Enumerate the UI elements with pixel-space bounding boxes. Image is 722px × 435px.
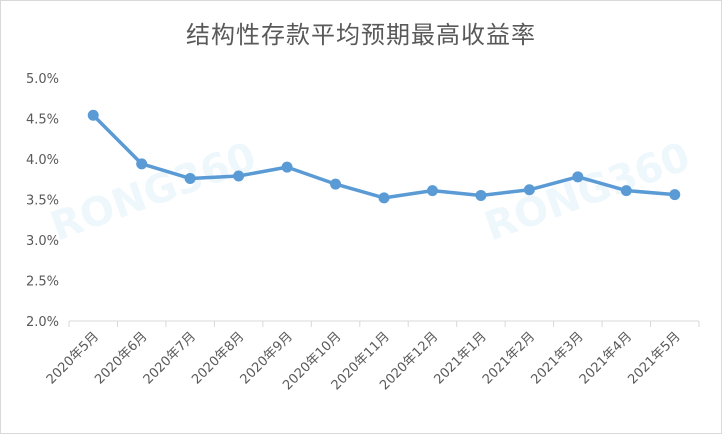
- data-point: [572, 171, 584, 183]
- series-layer: [87, 109, 681, 204]
- data-point: [87, 109, 99, 121]
- y-tick-label: 3.0%: [26, 234, 59, 249]
- x-axis: 2020年5月2020年6月2020年7月2020年8月2020年9月2020年…: [44, 320, 700, 393]
- x-tick-label: 2021年5月: [625, 329, 683, 387]
- data-point: [378, 192, 390, 204]
- watermarks: RONG360 RONG360: [45, 134, 696, 251]
- y-tick-label: 4.0%: [26, 153, 59, 168]
- data-point: [281, 161, 293, 173]
- data-point: [136, 158, 148, 170]
- watermark-left: RONG360: [45, 134, 262, 251]
- y-tick-label: 5.0%: [26, 72, 59, 87]
- data-point: [669, 189, 681, 201]
- y-tick-label: 3.5%: [26, 194, 59, 209]
- data-point: [330, 178, 342, 190]
- y-tick-label: 4.5%: [26, 113, 59, 128]
- data-point: [475, 189, 487, 201]
- chart-title: 结构性存款平均预期最高收益率: [186, 21, 536, 49]
- y-tick-label: 2.0%: [26, 315, 59, 330]
- y-tick-label: 2.5%: [26, 275, 59, 290]
- data-point: [523, 184, 535, 196]
- data-point: [620, 185, 632, 197]
- data-point: [184, 172, 196, 184]
- data-point: [233, 170, 245, 182]
- data-point: [426, 185, 438, 197]
- y-axis-ticks: 2.0% 2.5% 3.0% 3.5% 4.0% 4.5% 5.0%: [26, 72, 59, 330]
